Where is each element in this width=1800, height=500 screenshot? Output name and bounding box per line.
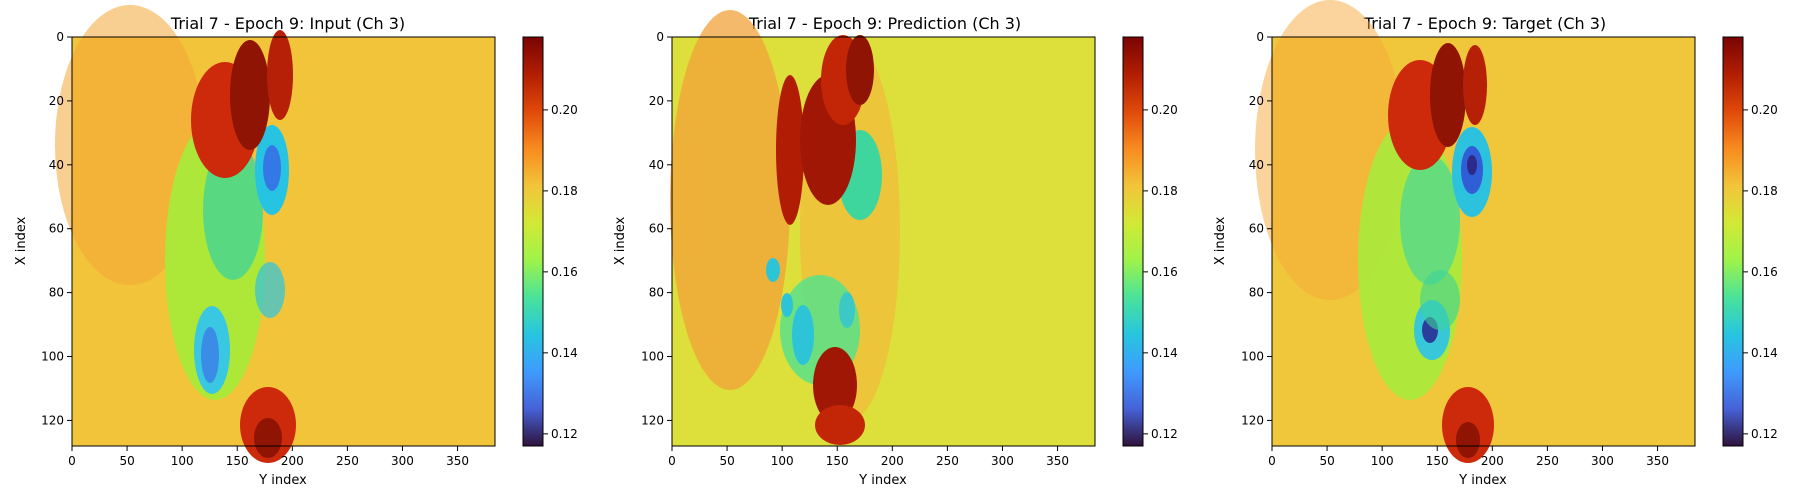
y-tick-label: 0 — [656, 30, 664, 44]
colorbar-tick-label: 0.12 — [1751, 427, 1778, 441]
x-tick-label: 0 — [668, 454, 676, 468]
x-tick-label: 350 — [1646, 454, 1669, 468]
x-tick-label: 100 — [171, 454, 194, 468]
y-tick-label: 100 — [641, 350, 664, 364]
x-tick-label: 0 — [1268, 454, 1276, 468]
y-axis-label: X index — [14, 216, 29, 265]
panel-target: Trial 7 - Epoch 9: Target (Ch 3) 0 50 100 1… — [1213, 0, 1778, 488]
x-tick-label: 50 — [1319, 454, 1334, 468]
y-tick-label: 40 — [49, 158, 64, 172]
x-tick-label: 250 — [1536, 454, 1559, 468]
colorbar-ticks: 0.12 0.14 0.16 0.18 0.20 — [1143, 103, 1178, 441]
x-tick-label: 250 — [336, 454, 359, 468]
y-tick-label: 120 — [41, 413, 64, 427]
y-tick-label: 40 — [1249, 158, 1264, 172]
colorbar-tick-label: 0.14 — [1751, 346, 1778, 360]
colorbar-tick-label: 0.18 — [551, 184, 578, 198]
colorbar-tick-label: 0.14 — [1151, 346, 1178, 360]
panel-input: Trial 7 - Epoch 9: Input (Ch 3) 0 50 100 15… — [14, 5, 578, 488]
y-tick-label: 100 — [1241, 350, 1264, 364]
heatmap-field — [670, 10, 1095, 446]
y-tick-label: 80 — [1249, 286, 1264, 300]
x-tick-label: 50 — [119, 454, 134, 468]
x-tick-label: 50 — [719, 454, 734, 468]
x-axis-label: Y index — [858, 473, 907, 488]
colorbar-tick-label: 0.20 — [551, 103, 578, 117]
x-tick-label: 350 — [1046, 454, 1069, 468]
x-axis-label: Y index — [258, 473, 307, 488]
colorbar-tick-label: 0.12 — [1151, 427, 1178, 441]
panel-title: Trial 7 - Epoch 9: Input (Ch 3) — [170, 14, 405, 33]
panel-title: Trial 7 - Epoch 9: Prediction (Ch 3) — [748, 14, 1021, 33]
heatmap-field — [1255, 0, 1695, 463]
x-tick-label: 100 — [771, 454, 794, 468]
colorbar-tick-label: 0.16 — [551, 265, 578, 279]
y-tick-label: 60 — [649, 222, 664, 236]
y-tick-label: 80 — [649, 286, 664, 300]
x-tick-label: 150 — [226, 454, 249, 468]
y-tick-label: 40 — [649, 158, 664, 172]
colorbar — [522, 36, 544, 447]
x-axis-label: Y index — [1458, 473, 1507, 488]
x-tick-label: 100 — [1371, 454, 1394, 468]
axis-ticks: 0 50 100 150 200 250 300 350 0 20 40 60 80 100 120 — [41, 30, 469, 468]
axis-ticks: 0 50 100 150 200 250 300 350 0 20 40 60 80 100 120 — [641, 30, 1069, 468]
colorbar-tick-label: 0.20 — [1751, 103, 1778, 117]
y-tick-label: 0 — [56, 30, 64, 44]
y-tick-label: 20 — [49, 94, 64, 108]
x-tick-label: 250 — [936, 454, 959, 468]
colorbar — [1122, 36, 1144, 447]
y-tick-label: 120 — [641, 413, 664, 427]
x-tick-label: 200 — [281, 454, 304, 468]
y-axis-label: X index — [1213, 216, 1228, 265]
x-tick-label: 150 — [826, 454, 849, 468]
plot-frame — [671, 36, 1096, 447]
plot-frame — [71, 36, 496, 447]
y-tick-label: 60 — [1249, 222, 1264, 236]
plot-frame — [1271, 36, 1696, 447]
colorbar-tick-label: 0.20 — [1151, 103, 1178, 117]
colorbar-tick-label: 0.12 — [551, 427, 578, 441]
colorbar — [1722, 36, 1744, 447]
colorbar-ticks: 0.12 0.14 0.16 0.18 0.20 — [543, 103, 578, 441]
x-tick-label: 150 — [1426, 454, 1449, 468]
x-tick-label: 300 — [991, 454, 1014, 468]
x-tick-label: 200 — [1481, 454, 1504, 468]
colorbar-tick-label: 0.16 — [1751, 265, 1778, 279]
x-tick-label: 200 — [881, 454, 904, 468]
heatmap-field — [55, 5, 495, 463]
x-tick-label: 300 — [391, 454, 414, 468]
x-tick-label: 300 — [1591, 454, 1614, 468]
panel-title: Trial 7 - Epoch 9: Target (Ch 3) — [1363, 14, 1606, 33]
y-axis-label: X index — [613, 216, 628, 265]
x-tick-label: 350 — [446, 454, 469, 468]
x-tick-label: 0 — [68, 454, 76, 468]
colorbar-tick-label: 0.18 — [1151, 184, 1178, 198]
y-tick-label: 20 — [649, 94, 664, 108]
y-tick-label: 100 — [41, 350, 64, 364]
colorbar-tick-label: 0.14 — [551, 346, 578, 360]
y-tick-label: 80 — [49, 286, 64, 300]
panel-prediction: Trial 7 - Epoch 9: Prediction (Ch 3) 0 50… — [613, 10, 1178, 488]
y-tick-label: 20 — [1249, 94, 1264, 108]
y-tick-label: 60 — [49, 222, 64, 236]
colorbar-tick-label: 0.18 — [1751, 184, 1778, 198]
y-tick-label: 0 — [1256, 30, 1264, 44]
colorbar-tick-label: 0.16 — [1151, 265, 1178, 279]
y-tick-label: 120 — [1241, 413, 1264, 427]
colorbar-ticks: 0.12 0.14 0.16 0.18 0.20 — [1743, 103, 1778, 441]
axis-ticks: 0 50 100 150 200 250 300 350 0 20 40 60 80 100 120 — [1241, 30, 1669, 468]
